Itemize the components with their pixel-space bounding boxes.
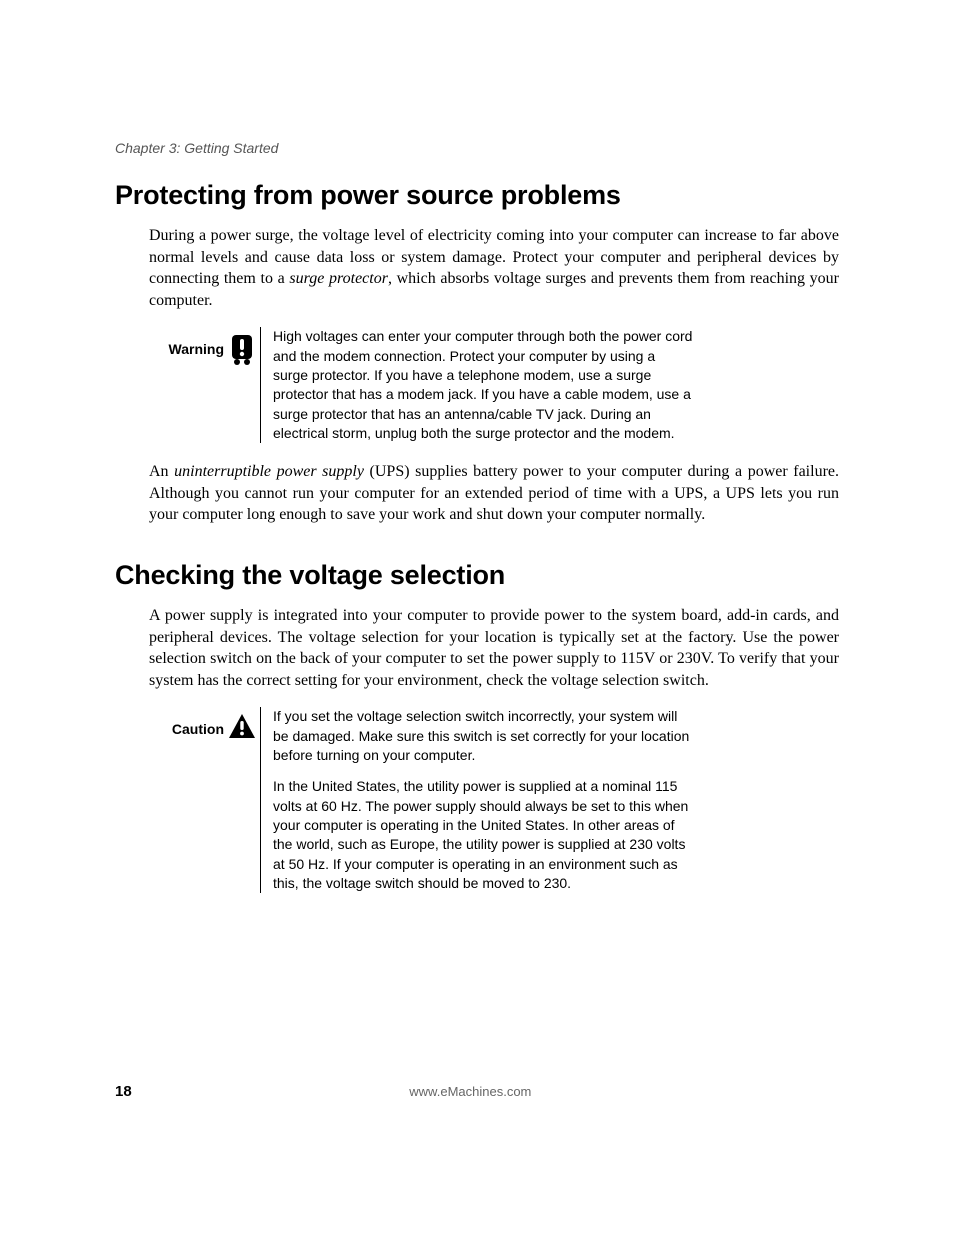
caution-text-1: If you set the voltage selection switch … [273, 707, 693, 765]
page-footer: 18 www.eMachines.com [115, 1083, 839, 1100]
italic-term: surge protector [289, 270, 388, 287]
document-page: Chapter 3: Getting Started Protecting fr… [0, 0, 954, 1235]
warning-text: High voltages can enter your computer th… [273, 327, 693, 443]
section1-para2: An uninterruptible power supply (UPS) su… [115, 461, 839, 526]
caution-text-block: If you set the voltage selection switch … [260, 707, 693, 893]
chapter-label: Chapter 3: Getting Started [115, 140, 839, 156]
italic-term: uninterruptible power supply [174, 463, 364, 480]
warning-label: Warning [149, 327, 224, 357]
caution-text-2: In the United States, the utility power … [273, 777, 693, 893]
caution-icon [224, 707, 260, 739]
para-text: An [149, 463, 174, 480]
section-heading-2: Checking the voltage selection [115, 560, 839, 591]
warning-text-block: High voltages can enter your computer th… [260, 327, 693, 443]
section-heading-1: Protecting from power source problems [115, 180, 839, 211]
footer-url: www.eMachines.com [102, 1084, 839, 1099]
caution-label: Caution [149, 707, 224, 737]
warning-icon [224, 327, 260, 367]
caution-callout: Caution If you set the voltage selection… [115, 707, 839, 893]
warning-callout: Warning High voltages can enter your com… [115, 327, 839, 443]
section2-para1: A power supply is integrated into your c… [115, 605, 839, 691]
section1-para1: During a power surge, the voltage level … [115, 225, 839, 311]
